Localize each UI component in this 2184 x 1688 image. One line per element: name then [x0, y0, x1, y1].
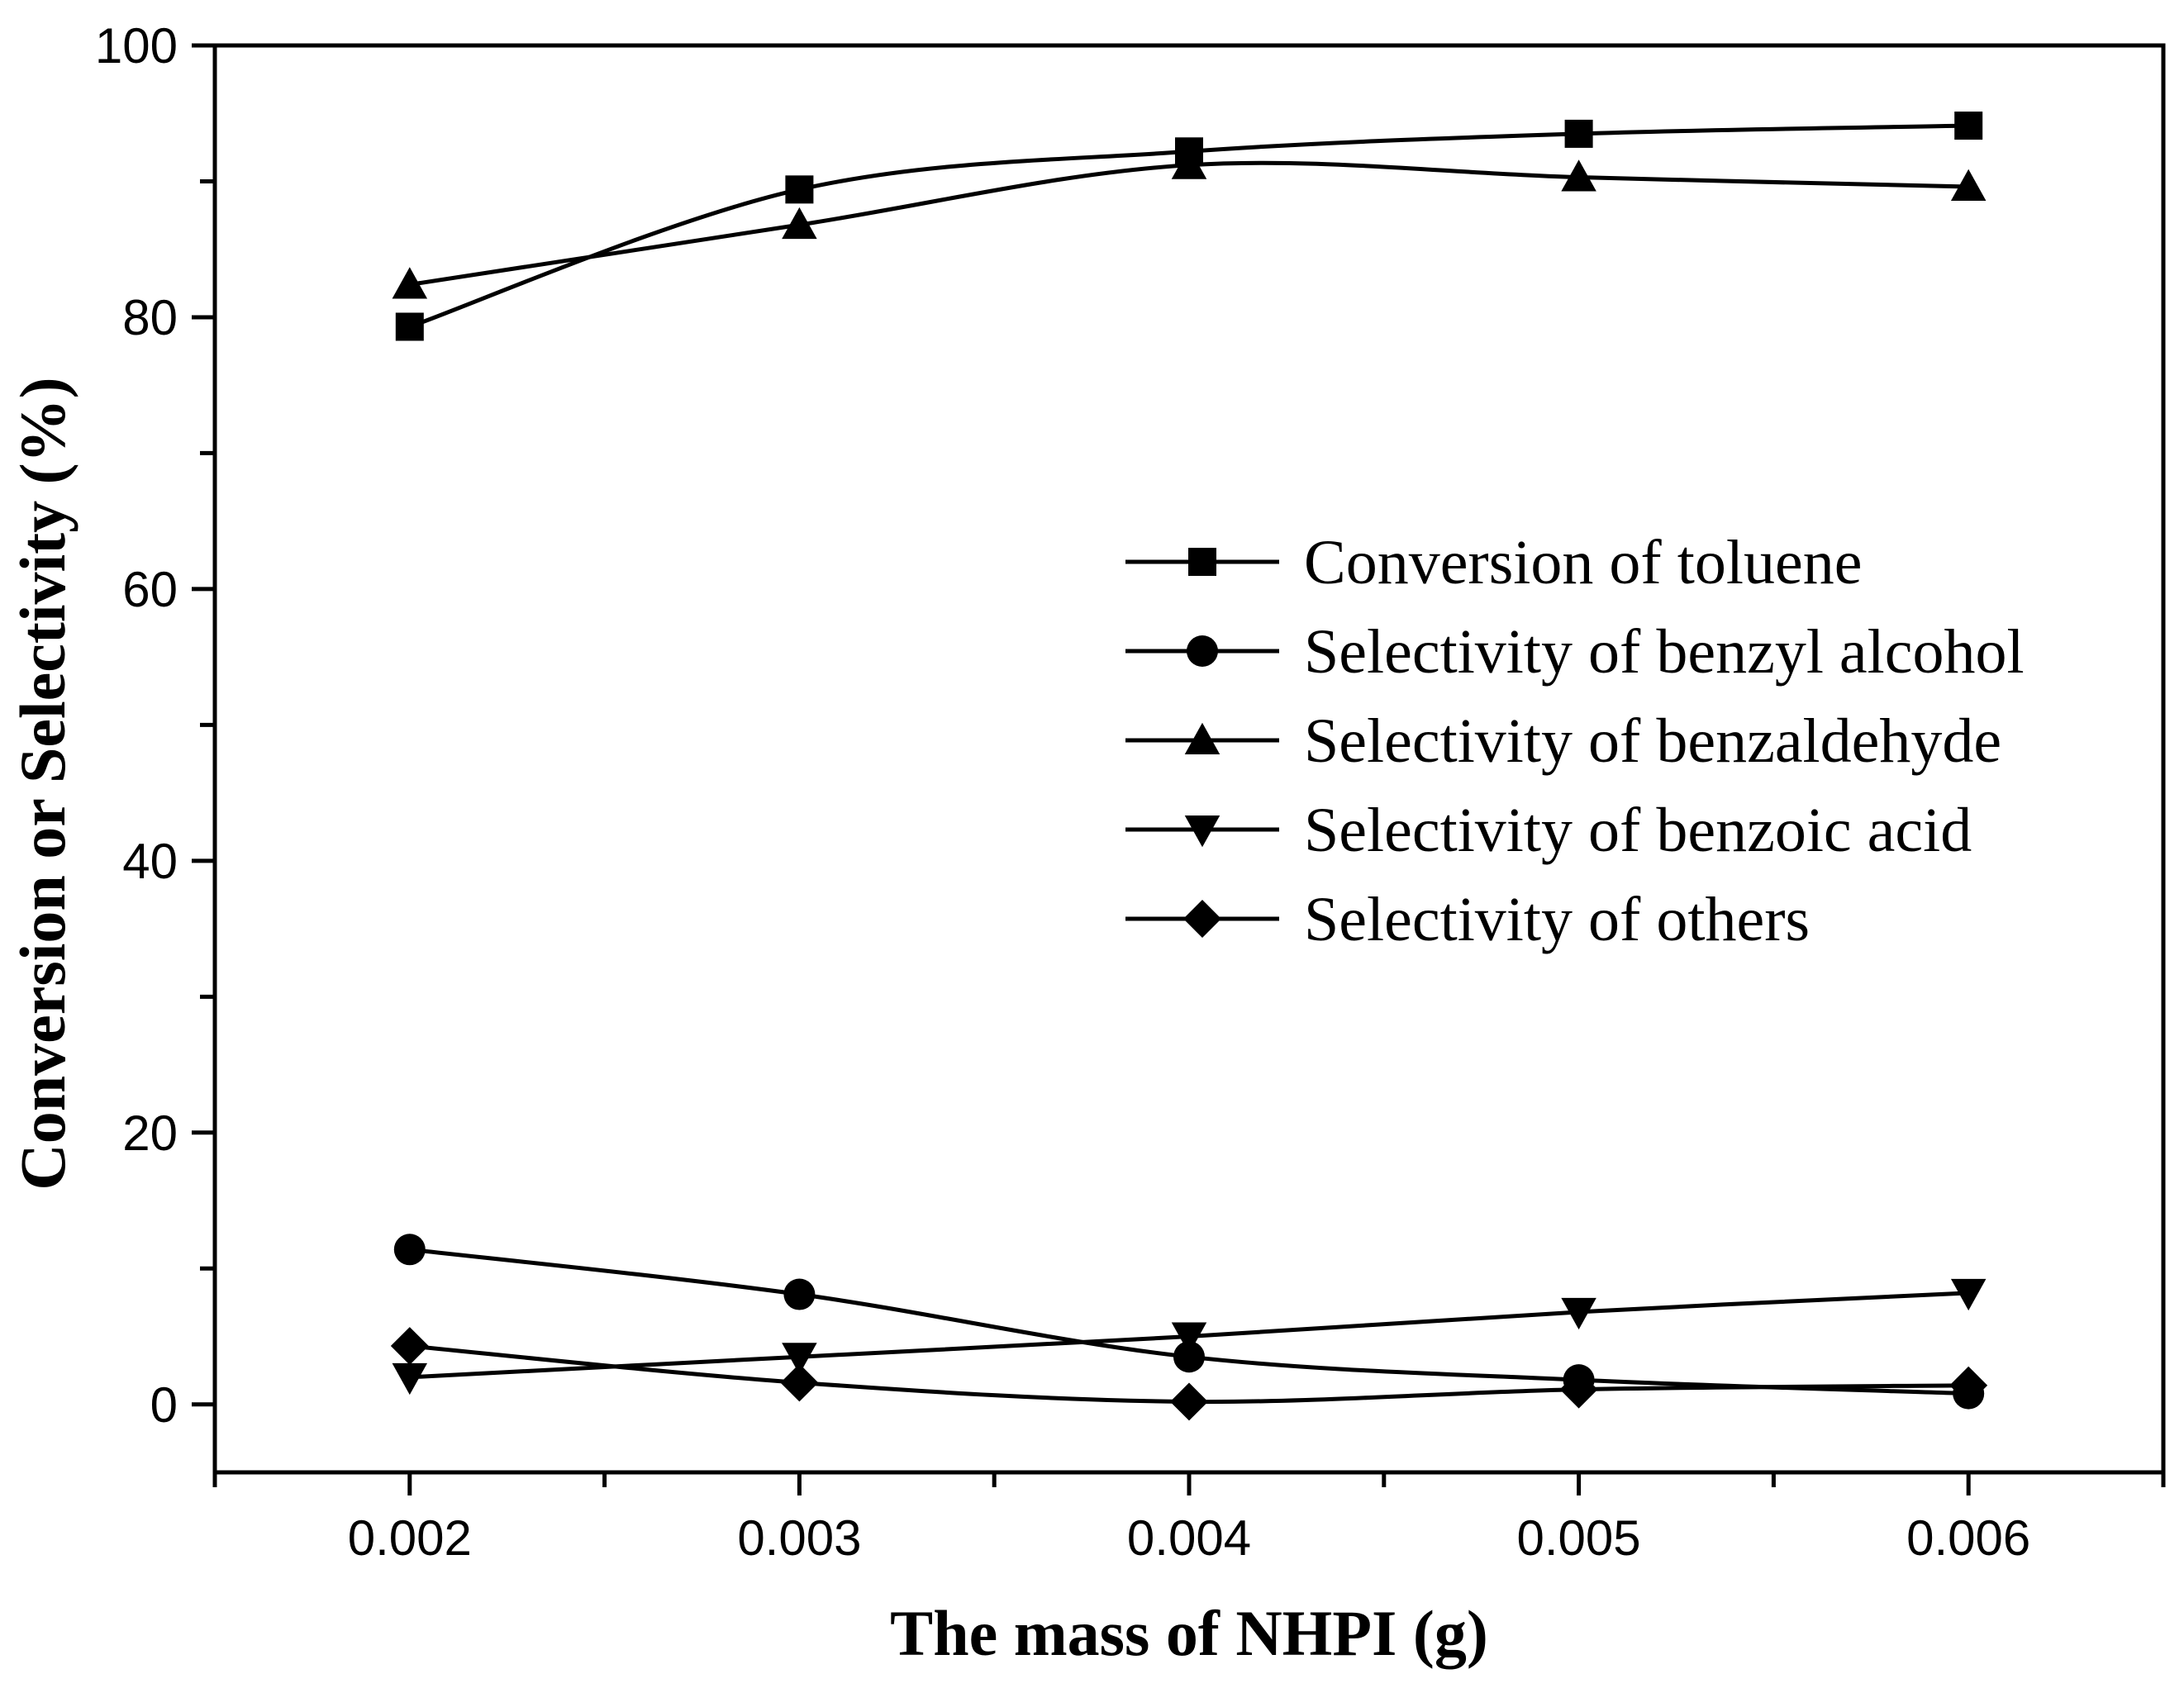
data-point-triangle-up [782, 207, 817, 240]
data-point-triangle-down [1171, 1322, 1207, 1354]
data-point-triangle-up [392, 267, 428, 299]
data-point-triangle-down [392, 1362, 428, 1396]
data-point-diamond [1559, 1370, 1598, 1409]
legend-label: Conversion of toluene [1304, 528, 1862, 597]
data-point-circle [783, 1278, 816, 1310]
legend-marker-square [1188, 548, 1216, 576]
y-tick-label: 100 [95, 18, 178, 74]
legend-label: Selectivity of benzoic acid [1304, 796, 1972, 865]
data-point-triangle-down [1950, 1278, 1987, 1311]
series-line-triangle-up [409, 160, 1969, 287]
data-point-circle [393, 1234, 426, 1266]
y-tick-label: 60 [122, 562, 178, 617]
legend-marker-diamond [1183, 900, 1221, 938]
x-tick-label: 0.003 [737, 1510, 861, 1566]
y-tick-label: 20 [122, 1106, 178, 1161]
data-point-diamond [390, 1327, 429, 1365]
legend: Conversion of toluene Selectivity of benz… [1125, 528, 2025, 954]
legend-marker-circle [1187, 635, 1218, 667]
legend-item: Selectivity of others [1125, 885, 1810, 954]
data-point-diamond [780, 1363, 819, 1402]
series-markers [390, 112, 1988, 1421]
legend-item: Selectivity of benzyl alcohol [1125, 617, 2025, 687]
x-tick-label: 0.004 [1127, 1510, 1251, 1566]
x-axis: 0.002 0.003 0.004 0.005 0.006 [212, 1472, 2166, 1566]
legend-marker-triangle-up [1184, 722, 1220, 754]
legend-item: Conversion of toluene [1125, 528, 1862, 597]
data-point-triangle-up [1561, 159, 1596, 192]
data-point-diamond [1170, 1382, 1208, 1421]
data-point-circle [1173, 1341, 1205, 1373]
x-tick-label: 0.006 [1906, 1510, 2030, 1566]
legend-marker-triangle-down [1184, 815, 1220, 848]
legend-item: Selectivity of benzaldehyde [1125, 706, 2001, 776]
y-tick-label: 0 [150, 1377, 178, 1433]
y-tick-label: 80 [122, 290, 178, 345]
y-axis: 0 20 40 60 80 100 [95, 18, 215, 1433]
data-point-square [1954, 112, 1983, 140]
legend-label: Selectivity of others [1304, 885, 1810, 954]
data-point-triangle-up [1950, 169, 1987, 202]
x-tick-label: 0.005 [1517, 1510, 1641, 1566]
data-point-triangle-down [1561, 1297, 1596, 1330]
data-point-square [785, 175, 814, 204]
legend-label: Selectivity of benzaldehyde [1304, 706, 2001, 776]
data-point-diamond [1949, 1366, 1988, 1405]
data-point-triangle-up [1171, 147, 1207, 179]
x-tick-label: 0.002 [348, 1510, 472, 1566]
data-point-triangle-down [782, 1343, 817, 1375]
data-point-square [395, 312, 424, 341]
y-axis-title: Conversion or Selectivity (%) [7, 377, 79, 1190]
y-tick-label: 40 [122, 834, 178, 889]
legend-label: Selectivity of benzyl alcohol [1304, 617, 2025, 687]
legend-item: Selectivity of benzoic acid [1125, 796, 1972, 865]
data-point-square [1564, 119, 1593, 148]
x-axis-title: The mass of NHPI (g) [890, 1597, 1488, 1669]
